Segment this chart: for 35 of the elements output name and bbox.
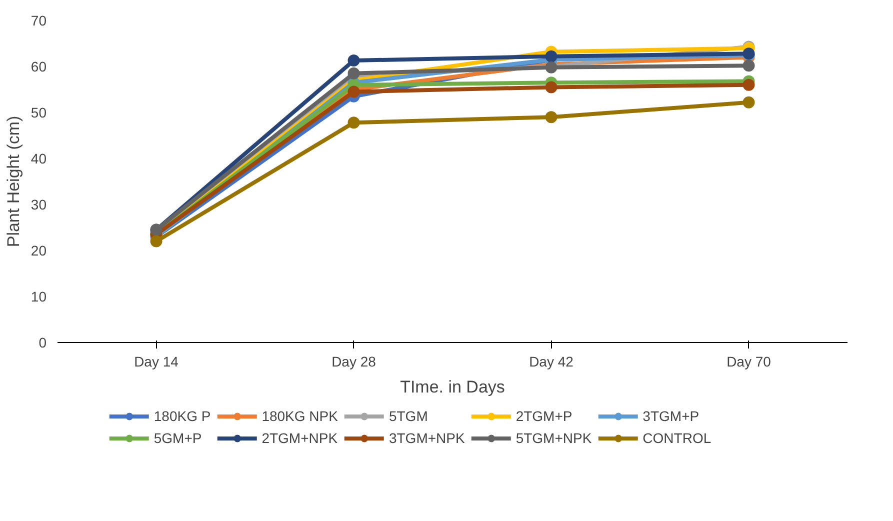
y-tick-label: 10	[30, 288, 47, 304]
y-axis-title: Plant Height (cm)	[4, 116, 23, 248]
y-tick-label: 70	[30, 12, 47, 28]
x-tick-label: Day 14	[134, 354, 179, 370]
x-axis-title: TIme. in Days	[400, 378, 505, 396]
y-tick-label: 60	[30, 58, 47, 74]
point	[742, 96, 755, 108]
legend-label: CONTROL	[642, 430, 712, 446]
legend-label: 180KG NPK	[262, 408, 338, 424]
point	[742, 60, 755, 72]
y-tick-label: 40	[30, 150, 47, 166]
point	[150, 235, 162, 248]
point	[348, 67, 360, 80]
y-tick-label: 50	[30, 104, 47, 120]
legend-label: 180KG P	[154, 408, 211, 424]
point	[545, 50, 558, 62]
legend-label: 5GM+P	[154, 430, 202, 446]
x-tick-label: Day 28	[332, 354, 376, 370]
legend-label: 5TGM	[388, 408, 428, 424]
point	[742, 78, 755, 91]
x-tick-label: Day 42	[529, 354, 574, 370]
point	[545, 81, 558, 94]
x-tick-label: Day 70	[726, 354, 772, 370]
point	[545, 111, 558, 124]
y-tick-label: 20	[30, 242, 47, 258]
point	[348, 116, 360, 129]
y-tick-label: 0	[38, 334, 47, 350]
legend-label: 3TGM+P	[642, 408, 700, 424]
legend-label: 5TGM+NPK	[516, 430, 592, 446]
legend-label: 2TGM+P	[516, 408, 572, 424]
point	[348, 86, 360, 98]
legend-label: 2TGM+NPK	[262, 430, 338, 446]
y-tick-label: 30	[30, 196, 47, 212]
legend-label: 3TGM+NPK	[388, 430, 465, 446]
point	[348, 54, 360, 67]
